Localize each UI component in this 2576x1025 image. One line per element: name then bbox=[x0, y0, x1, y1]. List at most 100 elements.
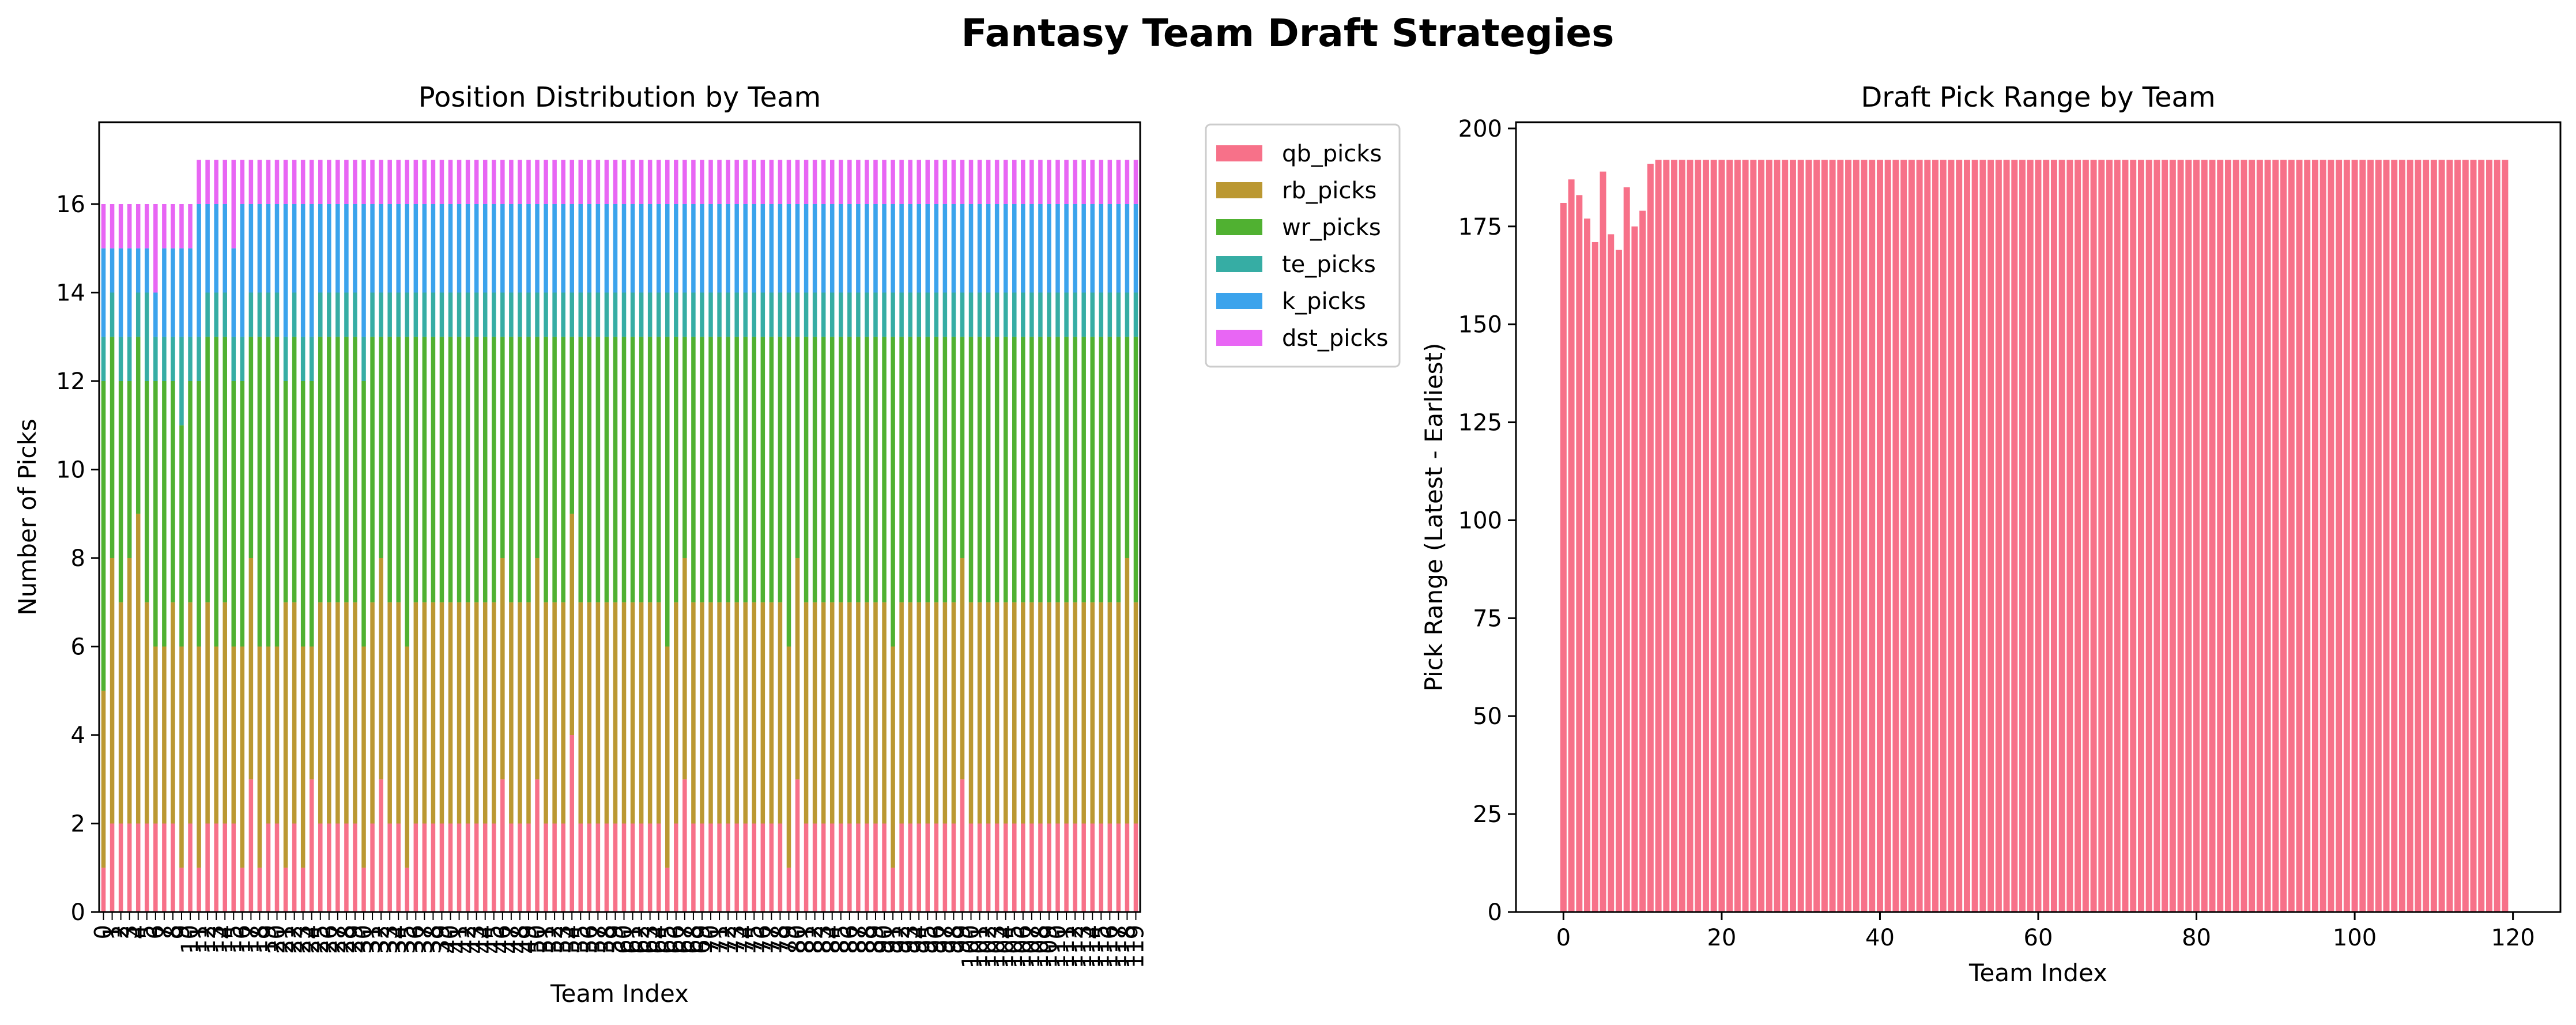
x-tick-label: 117 bbox=[1105, 925, 1132, 969]
bar-wr_picks-47 bbox=[509, 337, 514, 602]
bar-wr_picks-71 bbox=[717, 337, 722, 602]
bar-k_picks-15 bbox=[231, 248, 236, 337]
bar-rb_picks-104 bbox=[1003, 602, 1008, 824]
bar-qb_picks-45 bbox=[492, 823, 496, 912]
bar-k_picks-96 bbox=[934, 204, 939, 293]
pick-range-bar-72 bbox=[2130, 160, 2137, 912]
x-tick-label: 10 bbox=[177, 925, 203, 954]
bar-rb_picks-71 bbox=[717, 602, 722, 824]
bar-rb_picks-83 bbox=[821, 602, 826, 824]
bar-dst_picks-18 bbox=[257, 160, 262, 204]
bar-k_picks-91 bbox=[891, 204, 895, 293]
pick-range-bar-16 bbox=[1687, 160, 1694, 912]
bar-dst_picks-6 bbox=[153, 204, 158, 293]
bar-dst_picks-112 bbox=[1073, 160, 1077, 204]
chart1-frame bbox=[98, 121, 1141, 913]
bar-k_picks-98 bbox=[951, 204, 956, 293]
bar-wr_picks-55 bbox=[578, 337, 583, 602]
bar-dst_picks-46 bbox=[500, 160, 505, 204]
bar-rb_picks-41 bbox=[457, 602, 462, 824]
bar-qb_picks-84 bbox=[829, 823, 835, 912]
pick-range-bar-118 bbox=[2494, 160, 2500, 912]
pick-range-bar-102 bbox=[2367, 160, 2374, 912]
x-tick-label: 52 bbox=[541, 925, 568, 954]
bar-dst_picks-94 bbox=[917, 160, 921, 204]
pick-range-bar-19 bbox=[1710, 160, 1717, 912]
bar-te_picks-39 bbox=[439, 292, 444, 337]
bar-rb_picks-28 bbox=[344, 602, 349, 824]
bar-qb_picks-62 bbox=[639, 823, 644, 912]
bar-te_picks-22 bbox=[292, 292, 297, 337]
bar-rb_picks-80 bbox=[795, 557, 800, 779]
pick-range-bar-74 bbox=[2145, 160, 2152, 912]
x-tick-label: 12 bbox=[194, 925, 221, 954]
pick-range-bar-30 bbox=[1797, 160, 1804, 912]
x-tick-label: 76 bbox=[749, 925, 776, 954]
x-tick-label: 28 bbox=[333, 925, 360, 954]
bar-wr_picks-86 bbox=[847, 337, 852, 602]
x-tick-label: 98 bbox=[940, 925, 967, 954]
x-tick-label: 71 bbox=[706, 925, 733, 954]
bar-rb_picks-75 bbox=[752, 602, 757, 824]
y-tick-label: 4 bbox=[71, 722, 85, 749]
bar-te_picks-108 bbox=[1038, 292, 1043, 337]
bar-rb_picks-27 bbox=[335, 602, 340, 824]
x-tick-label: 81 bbox=[793, 925, 820, 954]
x-tick-label: 13 bbox=[203, 925, 229, 954]
pick-range-bar-47 bbox=[1932, 160, 1939, 912]
pick-range-bar-38 bbox=[1861, 160, 1868, 912]
bar-te_picks-57 bbox=[595, 292, 601, 337]
bar-qb_picks-58 bbox=[604, 823, 609, 912]
bar-rb_picks-7 bbox=[162, 646, 167, 824]
bar-qb_picks-115 bbox=[1099, 823, 1104, 912]
bar-k_picks-1 bbox=[110, 248, 115, 293]
x-tick-label: 114 bbox=[1079, 925, 1106, 969]
bar-qb_picks-77 bbox=[769, 823, 774, 912]
pick-range-bar-112 bbox=[2446, 160, 2453, 912]
bar-k_picks-2 bbox=[118, 248, 123, 337]
bar-k_picks-81 bbox=[804, 204, 809, 293]
bar-dst_picks-58 bbox=[604, 160, 609, 204]
bar-wr_picks-58 bbox=[604, 337, 609, 602]
bar-wr_picks-63 bbox=[647, 337, 653, 602]
bar-k_picks-87 bbox=[856, 204, 861, 293]
bar-te_picks-66 bbox=[674, 292, 678, 337]
bar-wr_picks-87 bbox=[856, 337, 861, 602]
x-tick-label: 25 bbox=[307, 925, 334, 954]
x-tick-label: 64 bbox=[646, 925, 672, 954]
bar-te_picks-97 bbox=[942, 292, 948, 337]
bar-dst_picks-30 bbox=[361, 160, 366, 204]
bar-rb_picks-47 bbox=[509, 602, 514, 824]
pick-range-bar-10 bbox=[1639, 210, 1646, 913]
bar-k_picks-76 bbox=[760, 204, 765, 293]
pick-range-bar-97 bbox=[2328, 160, 2334, 912]
pick-range-bar-94 bbox=[2304, 160, 2311, 912]
bar-qb_picks-74 bbox=[743, 823, 748, 912]
bar-rb_picks-12 bbox=[205, 602, 210, 824]
x-tick-label: 38 bbox=[420, 925, 446, 954]
bar-k_picks-111 bbox=[1064, 204, 1069, 293]
bar-te_picks-105 bbox=[1012, 292, 1017, 337]
bar-dst_picks-76 bbox=[760, 160, 765, 204]
pick-range-bar-51 bbox=[1963, 160, 1970, 912]
bar-rb_picks-46 bbox=[500, 557, 505, 779]
bar-wr_picks-84 bbox=[829, 337, 835, 602]
bar-k_picks-6 bbox=[153, 292, 158, 337]
bar-te_picks-104 bbox=[1003, 292, 1008, 337]
bar-dst_picks-96 bbox=[934, 160, 939, 204]
bar-qb_picks-98 bbox=[951, 823, 956, 912]
bar-qb_picks-8 bbox=[171, 823, 175, 912]
bar-te_picks-93 bbox=[908, 292, 912, 337]
pick-range-bar-64 bbox=[2066, 160, 2073, 912]
bar-te_picks-2 bbox=[118, 337, 123, 381]
bar-k_picks-4 bbox=[135, 248, 141, 293]
bar-qb_picks-27 bbox=[335, 823, 340, 912]
bar-qb_picks-2 bbox=[118, 823, 123, 912]
x-tick-label: 66 bbox=[663, 925, 689, 954]
bar-rb_picks-119 bbox=[1133, 602, 1138, 824]
bar-k_picks-9 bbox=[179, 248, 184, 337]
bar-rb_picks-21 bbox=[283, 602, 288, 868]
bar-qb_picks-88 bbox=[865, 823, 869, 912]
bar-k_picks-102 bbox=[986, 204, 991, 293]
bar-dst_picks-51 bbox=[544, 160, 548, 204]
